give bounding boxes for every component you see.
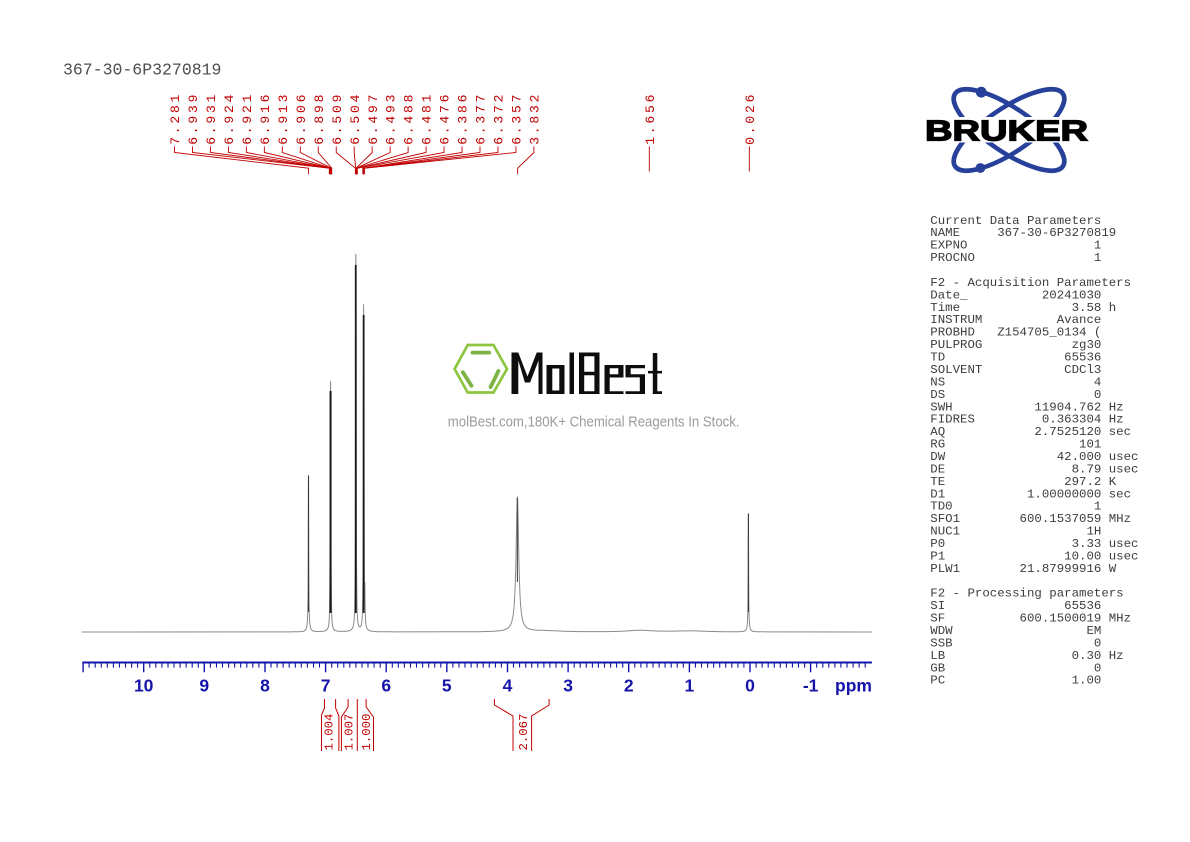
svg-text:1: 1 xyxy=(685,676,695,696)
svg-text:10: 10 xyxy=(134,676,154,696)
svg-text:SF 600.1500019 MHz: SF 600.1500019 MHz xyxy=(930,612,1131,626)
svg-text:6.476: 6.476 xyxy=(438,92,453,145)
svg-text:PC 1.00: PC 1.00 xyxy=(930,674,1101,688)
svg-text:367-30-6P3270819: 367-30-6P3270819 xyxy=(63,61,221,80)
svg-text:6.939: 6.939 xyxy=(186,92,201,145)
svg-text:F2 - Processing parameters: F2 - Processing parameters xyxy=(930,587,1123,601)
svg-text:molBest.com,180K+ Chemical Rea: molBest.com,180K+ Chemical Reagents In S… xyxy=(448,414,740,430)
svg-text:2.067: 2.067 xyxy=(517,714,531,751)
svg-text:TD 65536: TD 65536 xyxy=(930,351,1101,365)
svg-text:SOLVENT CDCl3: SOLVENT CDCl3 xyxy=(930,363,1101,377)
svg-text:1.007: 1.007 xyxy=(342,714,356,751)
svg-text:RG 101: RG 101 xyxy=(930,438,1101,452)
svg-text:AQ 2.7525120 sec: AQ 2.7525120 sec xyxy=(930,425,1131,439)
svg-text:DS 0: DS 0 xyxy=(930,388,1101,402)
svg-text:6.924: 6.924 xyxy=(222,92,237,145)
svg-text:6: 6 xyxy=(381,676,391,696)
svg-text:P1 10.00 usec: P1 10.00 usec xyxy=(930,549,1138,563)
svg-text:2: 2 xyxy=(624,676,634,696)
svg-text:SWH 11904.762 Hz: SWH 11904.762 Hz xyxy=(930,400,1123,414)
svg-text:1.656: 1.656 xyxy=(643,92,658,145)
svg-text:6.509: 6.509 xyxy=(330,92,345,145)
svg-text:1.000: 1.000 xyxy=(360,714,374,751)
svg-text:Date_ 20241030: Date_ 20241030 xyxy=(930,288,1101,302)
svg-text:6.377: 6.377 xyxy=(474,92,489,145)
svg-text:PROCNO 1: PROCNO 1 xyxy=(930,251,1101,265)
svg-text:4: 4 xyxy=(503,676,513,696)
svg-text:WDW EM: WDW EM xyxy=(930,624,1101,638)
svg-text:6.493: 6.493 xyxy=(384,92,399,145)
svg-text:6.931: 6.931 xyxy=(204,92,219,145)
svg-text:6.906: 6.906 xyxy=(294,92,309,145)
svg-text:P0 3.33 usec: P0 3.33 usec xyxy=(930,537,1138,551)
svg-text:3: 3 xyxy=(563,676,573,696)
svg-text:SSB 0: SSB 0 xyxy=(930,636,1101,650)
svg-text:7: 7 xyxy=(321,676,331,696)
svg-text:6.488: 6.488 xyxy=(402,92,417,145)
svg-text:Time 3.58 h: Time 3.58 h xyxy=(930,301,1116,315)
svg-text:7.281: 7.281 xyxy=(168,92,183,145)
svg-text:6.357: 6.357 xyxy=(510,92,525,145)
svg-text:D1 1.00000000 sec: D1 1.00000000 sec xyxy=(930,487,1131,501)
svg-text:LB 0.30 Hz: LB 0.30 Hz xyxy=(930,649,1123,663)
svg-text:-1: -1 xyxy=(803,676,819,696)
svg-text:6.497: 6.497 xyxy=(366,92,381,145)
svg-text:FIDRES 0.363304 Hz: FIDRES 0.363304 Hz xyxy=(930,413,1123,427)
svg-text:NS 4: NS 4 xyxy=(930,375,1101,389)
svg-text:GB 0: GB 0 xyxy=(930,661,1101,675)
svg-text:EXPNO 1: EXPNO 1 xyxy=(930,239,1101,253)
svg-text:SFO1 600.1537059 MHz: SFO1 600.1537059 MHz xyxy=(930,512,1131,526)
svg-text:8: 8 xyxy=(260,676,270,696)
svg-text:3.832: 3.832 xyxy=(528,92,543,145)
svg-text:SI 65536: SI 65536 xyxy=(930,599,1101,613)
svg-text:0.026: 0.026 xyxy=(743,92,758,145)
svg-text:INSTRUM Avance: INSTRUM Avance xyxy=(930,313,1101,327)
svg-text:6.913: 6.913 xyxy=(276,92,291,145)
svg-text:6.898: 6.898 xyxy=(312,92,327,145)
svg-text:6.386: 6.386 xyxy=(456,92,471,145)
svg-text:PLW1 21.87999916 W: PLW1 21.87999916 W xyxy=(930,562,1116,576)
svg-text:DE 8.79 usec: DE 8.79 usec xyxy=(930,462,1138,476)
svg-text:ppm: ppm xyxy=(835,676,872,696)
svg-text:6.916: 6.916 xyxy=(258,92,273,145)
svg-text:TE 297.2 K: TE 297.2 K xyxy=(930,475,1116,489)
svg-text:6.921: 6.921 xyxy=(240,92,255,145)
svg-text:1.004: 1.004 xyxy=(322,714,336,751)
svg-text:9: 9 xyxy=(199,676,209,696)
svg-text:PROBHD Z154705_0134 (: PROBHD Z154705_0134 ( xyxy=(930,326,1101,340)
svg-text:0: 0 xyxy=(745,676,755,696)
svg-text:PULPROG zg30: PULPROG zg30 xyxy=(930,338,1101,352)
svg-text:DW 42.000 usec: DW 42.000 usec xyxy=(930,450,1138,464)
svg-text:F2 - Acquisition Parameters: F2 - Acquisition Parameters xyxy=(930,276,1131,290)
svg-text:BRUKER: BRUKER xyxy=(925,116,1088,148)
svg-text:TD0 1: TD0 1 xyxy=(930,500,1101,514)
svg-text:NAME 367-30-6P3270819: NAME 367-30-6P3270819 xyxy=(930,226,1116,240)
svg-text:6.504: 6.504 xyxy=(348,92,363,145)
svg-text:5: 5 xyxy=(442,676,452,696)
svg-text:NUC1 1H: NUC1 1H xyxy=(930,525,1101,539)
svg-text:Current Data Parameters: Current Data Parameters xyxy=(930,214,1101,228)
svg-text:6.372: 6.372 xyxy=(492,92,507,145)
svg-text:6.481: 6.481 xyxy=(420,92,435,145)
